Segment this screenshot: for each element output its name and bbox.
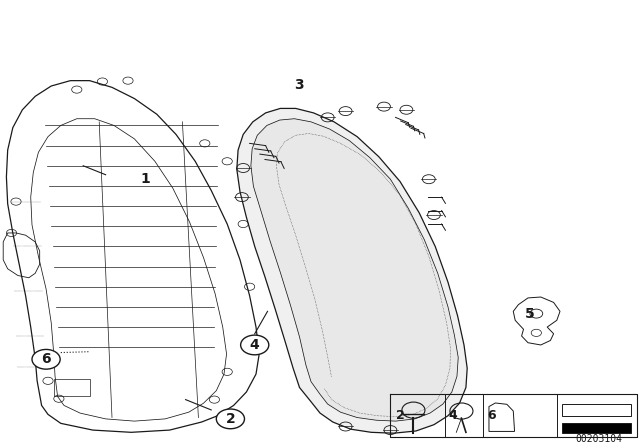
Bar xyxy=(562,423,631,433)
Text: 00203104: 00203104 xyxy=(575,435,622,444)
Text: 3: 3 xyxy=(294,78,304,92)
Text: 5: 5 xyxy=(525,306,534,321)
Circle shape xyxy=(32,349,60,369)
Text: 6: 6 xyxy=(487,409,495,422)
Polygon shape xyxy=(251,119,458,421)
Text: 6: 6 xyxy=(41,352,51,366)
Circle shape xyxy=(216,409,244,429)
Bar xyxy=(54,379,90,396)
Text: 2: 2 xyxy=(225,412,236,426)
Text: 1: 1 xyxy=(141,172,150,186)
Text: 2: 2 xyxy=(396,409,404,422)
Bar xyxy=(562,404,631,416)
Text: 4: 4 xyxy=(449,409,458,422)
Circle shape xyxy=(241,335,269,355)
Polygon shape xyxy=(237,108,467,433)
Text: 4: 4 xyxy=(250,338,260,352)
